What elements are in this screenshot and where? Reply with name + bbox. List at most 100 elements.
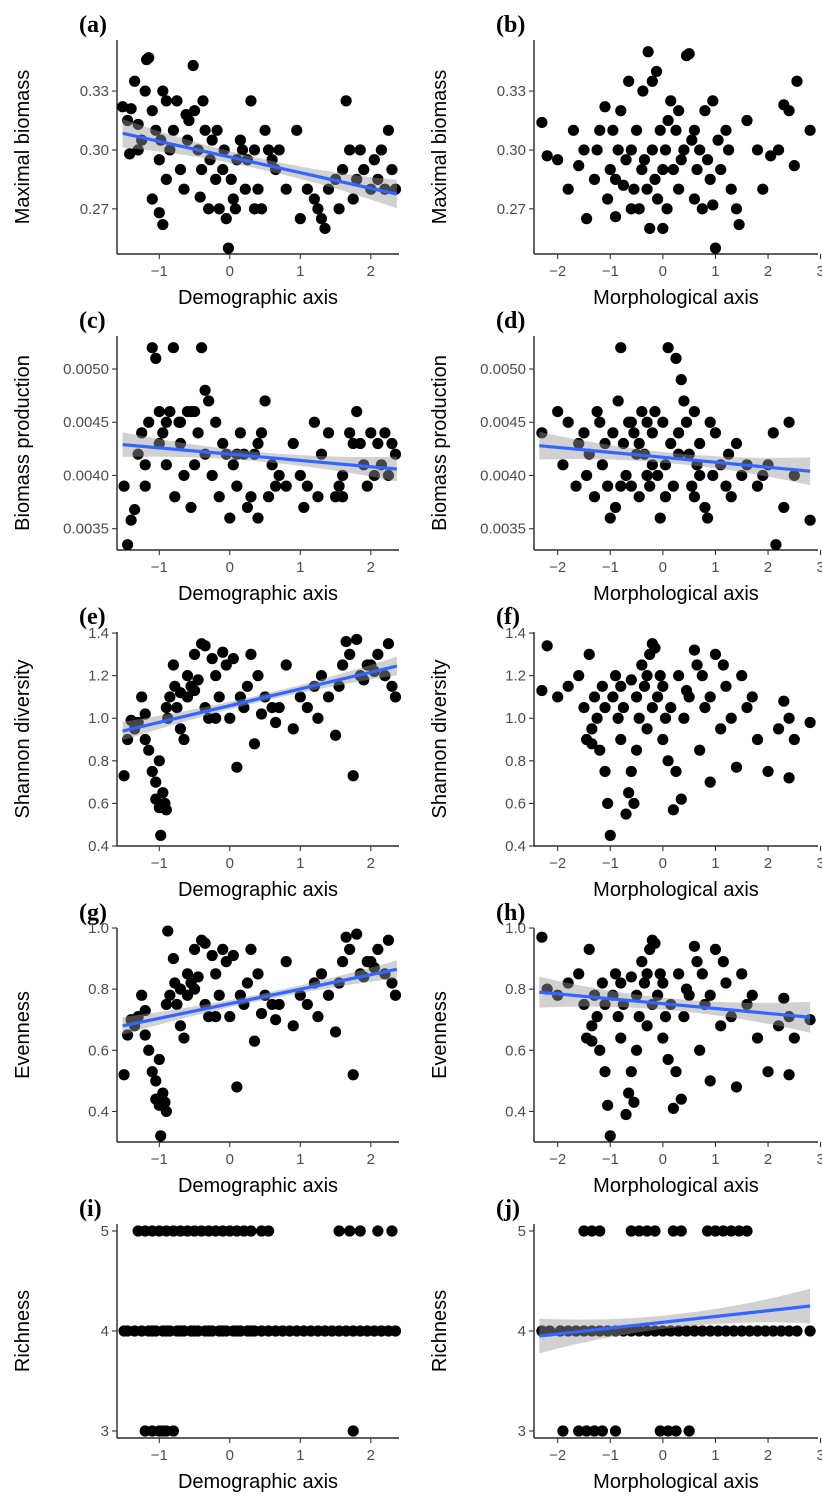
data-point [206,949,218,962]
data-point [625,1325,637,1337]
x-tick-label: 2 [367,855,375,872]
data-point [301,183,313,195]
data-point [741,998,753,1011]
data-point [322,691,335,703]
data-point [707,469,719,482]
x-tick-label: 1 [711,559,719,576]
data-point [662,1053,674,1066]
data-point [662,1425,674,1437]
data-point [675,1225,687,1237]
x-tick-label: 0 [659,263,667,280]
data-point [625,1066,637,1078]
data-point [287,1020,299,1032]
data-point [225,173,237,185]
data-point [730,761,743,773]
data-point [178,733,190,746]
data-point [678,144,690,156]
data-point [704,776,716,788]
data-point [704,1075,716,1087]
panel-c: (c) 0.0035 0.0040 0.0045 0.0050 −1 0 1 2 Demograp… [12,308,402,605]
data-point [704,989,716,1001]
data-point [586,738,598,750]
data-point [188,1325,201,1337]
data-point [171,95,183,107]
data-point [347,1069,359,1081]
y-tick-label: 0.8 [505,753,526,770]
data-point [372,173,384,185]
data-point [167,659,179,671]
data-point [337,956,349,968]
data-point [604,1130,616,1142]
data-point [160,416,172,428]
data-point [762,765,774,778]
data-point [301,480,313,492]
x-tick-label: −1 [151,559,168,576]
data-point [252,512,264,524]
data-point [315,448,328,460]
data-point [620,154,632,166]
data-point [733,218,745,231]
data-point [238,701,250,714]
data-point [273,469,285,482]
data-point [160,173,172,185]
data-point [386,680,398,692]
data-point [118,770,130,782]
data-point [541,640,553,652]
data-point [389,1325,402,1337]
data-point [725,183,737,195]
data-point [287,437,299,450]
data-point [155,829,167,841]
data-point [591,712,603,724]
data-point [707,95,719,107]
data-point [389,691,402,703]
data-point [688,124,701,136]
data-point [633,712,645,724]
data-point [659,491,672,503]
data-point [536,116,548,129]
data-point [665,95,677,107]
x-tick-label: 3 [816,1151,822,1168]
data-point [132,118,144,131]
data-point [673,968,685,980]
y-axis-title: Shannon diversity [12,660,34,819]
data-point [129,75,141,87]
data-point [372,943,384,956]
data-point [308,193,320,205]
x-tick-label: 1 [711,1151,719,1168]
data-point [667,163,679,176]
data-point [609,968,622,980]
data-point [160,701,172,714]
data-point [586,1035,598,1047]
data-point [231,761,243,773]
x-tick-label: 0 [226,855,234,872]
data-point [736,469,748,482]
y-tick-label: 0.0045 [63,414,109,431]
x-tick-label: 2 [367,1447,375,1464]
data-point [701,512,714,524]
data-point [767,427,779,439]
data-point [654,512,666,524]
data-point [199,640,211,652]
data-point [262,1225,275,1237]
data-point [720,680,732,692]
x-axis-title: Demographic axis [178,1471,338,1493]
data-point [181,989,194,1001]
data-point [181,968,194,980]
x-tick-label: −1 [151,1151,168,1168]
data-point [602,480,614,492]
data-point [308,416,320,428]
data-point [767,1325,779,1337]
data-point [354,144,366,156]
data-point [633,203,645,215]
data-point [273,998,285,1011]
data-point [688,1325,701,1337]
data-point [659,144,672,156]
data-point [591,405,603,418]
data-point [699,105,711,117]
data-point [654,1425,666,1437]
data-point [333,680,345,692]
data-point [157,85,169,97]
x-tick-label: 2 [764,1151,772,1168]
data-point [211,124,223,136]
data-point [612,712,624,724]
